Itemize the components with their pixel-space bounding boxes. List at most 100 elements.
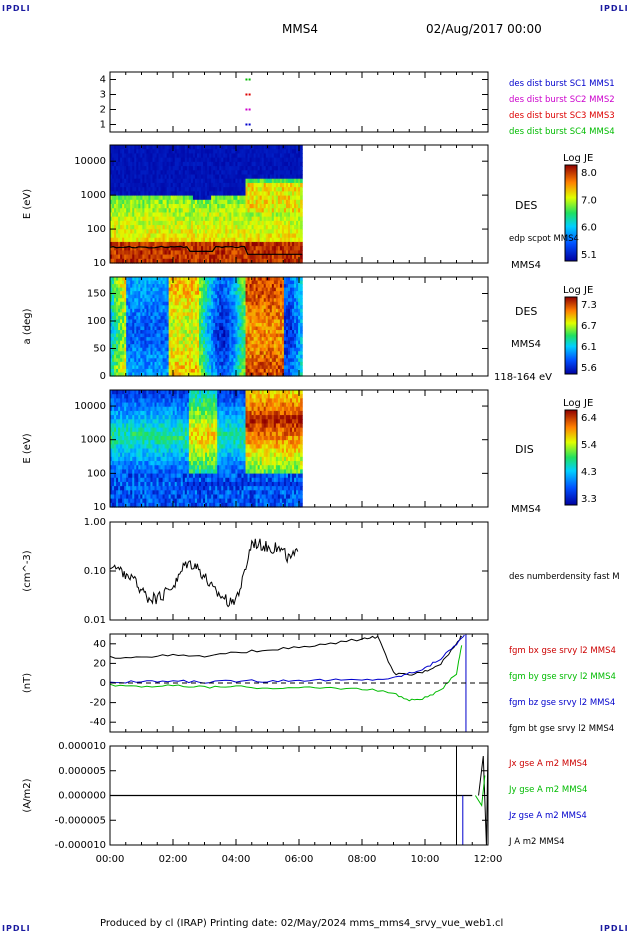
heatmap-cell	[142, 315, 145, 321]
heatmap-cell	[221, 330, 224, 335]
heatmap-cell	[176, 174, 180, 180]
heatmap-cell	[132, 351, 135, 356]
heatmap-cell	[168, 191, 172, 197]
heatmap-cell	[251, 220, 255, 226]
heatmap-cell	[144, 308, 148, 313]
heatmap-cell	[136, 330, 139, 335]
heatmap-cell	[168, 157, 172, 163]
heatmap-cell	[223, 340, 226, 345]
heatmap-cell	[219, 284, 222, 289]
heatmap-cell	[249, 204, 253, 209]
heatmap-cell	[126, 351, 129, 356]
heatmap-cell	[110, 358, 113, 363]
heatmap-cell	[158, 254, 162, 260]
heatmap-cell	[188, 340, 192, 345]
heatmap-cell	[120, 333, 123, 338]
heatmap-cell	[112, 337, 115, 342]
heatmap-cell	[249, 280, 253, 285]
heatmap-cell	[229, 287, 232, 292]
heatmap-cell	[152, 157, 156, 163]
heatmap-cell	[279, 178, 283, 184]
heatmap-cell	[174, 287, 178, 292]
heatmap-cell	[217, 170, 220, 176]
heatmap-cell	[110, 204, 113, 209]
heatmap-cell	[180, 312, 184, 317]
heatmap-cell	[245, 291, 249, 296]
heatmap-cell	[118, 298, 121, 303]
heatmap-cell	[269, 161, 273, 167]
heatmap-cell	[190, 195, 194, 201]
heatmap-cell	[267, 191, 271, 197]
heatmap-cell	[134, 277, 137, 282]
heatmap-cell	[290, 157, 293, 163]
heatmap-cell	[243, 254, 247, 260]
heatmap-cell	[249, 145, 253, 150]
heatmap-cell	[192, 344, 196, 349]
heatmap-cell	[215, 246, 218, 251]
heatmap-cell	[186, 347, 190, 352]
heatmap-cell	[124, 204, 127, 209]
heatmap-cell	[166, 312, 170, 317]
heatmap-cell	[166, 237, 170, 243]
heatmap-cell	[243, 149, 247, 155]
heatmap-cell	[203, 220, 206, 226]
heatmap-cell	[184, 330, 188, 335]
heatmap-cell	[237, 178, 241, 184]
heatmap-cell	[156, 161, 160, 167]
heatmap-cell	[134, 319, 137, 324]
heatmap-cell	[241, 354, 245, 359]
heatmap-cell	[243, 161, 247, 167]
heatmap-cell	[116, 277, 119, 282]
heatmap-cell	[160, 308, 164, 313]
heatmap-cell	[136, 212, 139, 218]
heatmap-cell	[281, 225, 285, 230]
heatmap-cell	[221, 368, 224, 374]
heatmap-cell	[245, 237, 249, 243]
heatmap-cell	[261, 326, 265, 331]
heatmap-cell	[110, 178, 113, 184]
heatmap-cell	[215, 372, 218, 377]
heatmap-cell	[235, 354, 239, 359]
heatmap-cell	[257, 368, 261, 374]
heatmap-cell	[219, 298, 222, 303]
heatmap-cell	[190, 191, 194, 197]
heatmap-cell	[162, 312, 166, 317]
heatmap-cell	[209, 298, 212, 303]
heatmap-cell	[243, 241, 247, 247]
heatmap-cell	[249, 241, 253, 247]
heatmap-cell	[229, 254, 232, 260]
heatmap-cell	[182, 208, 186, 214]
heatmap-cell	[225, 301, 228, 306]
heatmap-cell	[176, 291, 180, 296]
heatmap-cell	[217, 174, 220, 180]
heatmap-cell	[253, 250, 257, 256]
heatmap-cell	[198, 337, 202, 342]
heatmap-cell	[168, 170, 172, 176]
heatmap-cell	[128, 280, 131, 285]
heatmap-cell	[154, 305, 158, 310]
heatmap-cell	[231, 220, 234, 226]
heatmap-cell	[132, 220, 135, 226]
heatmap-cell	[116, 315, 119, 321]
heatmap-cell	[294, 241, 297, 247]
heatmap-cell	[223, 250, 226, 256]
heatmap-cell	[205, 237, 208, 243]
heatmap-cell	[192, 326, 196, 331]
heatmap-cell	[300, 216, 303, 222]
heatmap-cell	[178, 208, 182, 214]
heatmap-cell	[205, 153, 208, 159]
heatmap-cell	[170, 308, 174, 313]
heatmap-cell	[142, 191, 145, 197]
heatmap-cell	[275, 315, 279, 321]
heatmap-cell	[128, 337, 131, 342]
heatmap-cell	[140, 216, 143, 222]
heatmap-cell	[194, 368, 198, 374]
heatmap-cell	[217, 233, 220, 239]
heatmap-cell	[144, 287, 148, 292]
heatmap-cell	[180, 216, 184, 222]
heatmap-cell	[186, 157, 190, 163]
heatmap-cell	[174, 368, 178, 374]
heatmap-cell	[110, 170, 113, 176]
heatmap-cell	[205, 333, 208, 338]
heatmap-cell	[247, 284, 251, 289]
